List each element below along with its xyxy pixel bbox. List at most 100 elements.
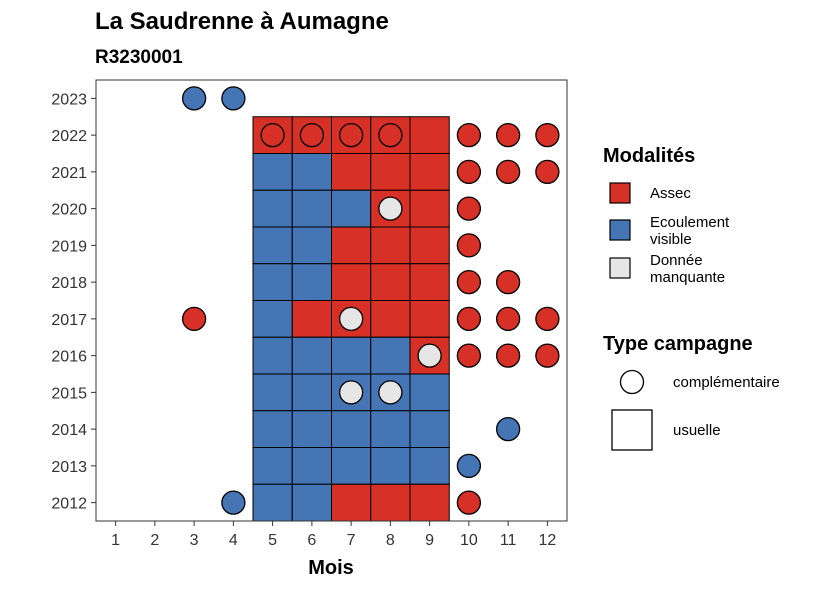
tile-2016-7 xyxy=(331,336,372,375)
chart-title: La Saudrenne à Aumagne xyxy=(95,8,389,35)
point-2019-10 xyxy=(456,233,482,258)
point-2015-8 xyxy=(378,380,403,405)
tile-2018-7 xyxy=(331,263,372,301)
x-tick-label: 3 xyxy=(190,532,199,549)
tile-2020-5 xyxy=(252,189,293,228)
tile-2012-6 xyxy=(291,483,332,522)
chart-subtitle: R3230001 xyxy=(95,47,183,68)
tile-2015-6 xyxy=(291,373,332,412)
tile-2021-9 xyxy=(409,153,450,191)
y-tick-label: 2020 xyxy=(51,202,87,219)
point-2022-7 xyxy=(338,122,364,148)
points-layer xyxy=(181,86,560,515)
tile-2012-9 xyxy=(409,483,450,522)
tile-2012-8 xyxy=(370,483,411,522)
tile-2016-8 xyxy=(370,336,411,375)
x-tick-label: 2 xyxy=(150,532,159,549)
point-2020-8 xyxy=(378,196,403,221)
point-2022-10 xyxy=(456,122,482,148)
tile-2017-8 xyxy=(370,300,411,338)
tile-2017-5 xyxy=(252,300,293,338)
point-2015-7 xyxy=(338,380,364,405)
point-2012-4 xyxy=(221,490,246,515)
panel-border xyxy=(95,79,568,522)
point-2022-8 xyxy=(378,122,403,148)
tile-2022-9 xyxy=(409,116,450,154)
y-tick-label: 2012 xyxy=(51,496,87,513)
tile-2019-8 xyxy=(370,226,411,265)
y-tick-label: 2015 xyxy=(51,385,87,402)
tile-2013-9 xyxy=(409,447,450,485)
point-2016-11 xyxy=(495,343,521,368)
tile-2021-5 xyxy=(252,153,293,191)
x-tick-label: 10 xyxy=(460,532,478,549)
legend-key-complementaire xyxy=(619,369,645,395)
point-2017-12 xyxy=(535,306,560,332)
x-tick-label: 7 xyxy=(347,532,356,549)
point-2017-7 xyxy=(338,306,364,332)
point-2022-5 xyxy=(260,122,285,148)
point-2021-12 xyxy=(535,159,560,185)
tile-2018-8 xyxy=(370,263,411,301)
point-2018-10 xyxy=(456,269,482,295)
tile-2016-6 xyxy=(291,336,332,375)
tile-2018-9 xyxy=(409,263,450,301)
y-tick-label: 2016 xyxy=(51,349,87,366)
tiles-layer xyxy=(252,116,450,522)
legend-label-manquante: Donnée xyxy=(650,252,703,269)
tile-2017-6 xyxy=(291,300,332,338)
tile-2012-5 xyxy=(252,483,293,522)
tile-2013-7 xyxy=(331,447,372,485)
point-2016-12 xyxy=(535,343,560,368)
point-2018-11 xyxy=(495,269,521,295)
x-tick-label: 1 xyxy=(111,532,120,549)
point-2022-12 xyxy=(535,122,560,148)
tile-2021-6 xyxy=(291,153,332,191)
x-tick-label: 9 xyxy=(425,532,434,549)
point-2022-6 xyxy=(299,122,325,148)
tile-2016-5 xyxy=(252,336,293,375)
point-2013-10 xyxy=(456,453,482,479)
x-tick-label: 5 xyxy=(268,532,277,549)
point-2023-3 xyxy=(181,86,207,111)
x-tick-label: 11 xyxy=(500,532,517,549)
x-axis-title: Mois xyxy=(308,557,354,579)
legend-label-ecoulement: Ecoulement xyxy=(650,214,730,231)
y-tick-label: 2018 xyxy=(51,275,87,292)
y-tick-label: 2013 xyxy=(51,459,87,476)
tile-2015-9 xyxy=(409,373,450,412)
point-2021-11 xyxy=(495,159,521,185)
tile-2021-7 xyxy=(331,153,372,191)
tile-2020-9 xyxy=(409,189,450,228)
tile-2018-5 xyxy=(252,263,293,301)
point-2022-11 xyxy=(495,122,521,148)
y-tick-label: 2014 xyxy=(51,422,87,439)
tile-2013-6 xyxy=(291,447,332,485)
point-2023-4 xyxy=(221,86,246,111)
legend-key-ecoulement xyxy=(609,219,631,241)
tile-2014-8 xyxy=(370,410,411,448)
tile-2019-9 xyxy=(409,226,450,265)
y-tick-label: 2022 xyxy=(51,128,87,145)
x-tick-label: 6 xyxy=(307,532,316,549)
tile-2021-8 xyxy=(370,153,411,191)
point-2017-10 xyxy=(456,306,482,332)
point-2017-3 xyxy=(181,306,207,332)
tile-2018-6 xyxy=(291,263,332,301)
x-tick-label: 4 xyxy=(229,532,238,549)
tile-2014-5 xyxy=(252,410,293,448)
tile-2020-6 xyxy=(291,189,332,228)
y-tick-label: 2023 xyxy=(51,91,87,108)
legend-label-complementaire: complémentaire xyxy=(673,374,780,391)
tile-2013-5 xyxy=(252,447,293,485)
point-2014-11 xyxy=(495,416,521,442)
tile-2019-6 xyxy=(291,226,332,265)
tile-2013-8 xyxy=(370,447,411,485)
point-2020-10 xyxy=(456,196,482,221)
tile-2015-5 xyxy=(252,373,293,412)
legend-label-assec: Assec xyxy=(650,185,691,202)
legend-title-modalites: Modalités xyxy=(603,145,695,167)
x-tick-label: 12 xyxy=(538,532,556,549)
